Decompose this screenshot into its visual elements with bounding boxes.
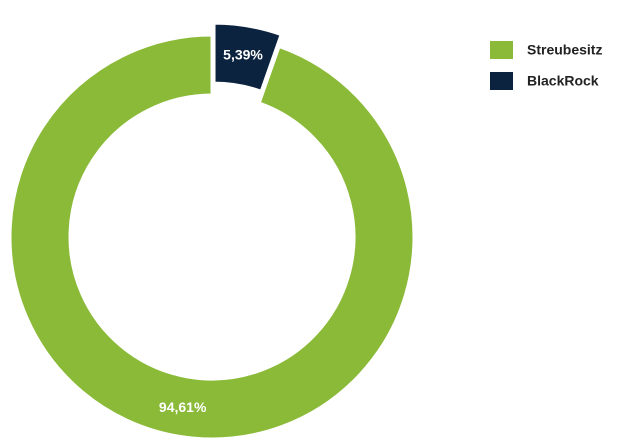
donut-slice [8, 33, 416, 441]
legend-label: Streubesitz [527, 42, 602, 58]
data-label: 5,39% [223, 46, 263, 62]
legend-label: BlackRock [527, 73, 599, 89]
legend-swatch [490, 41, 513, 59]
donut-slice [212, 21, 284, 94]
legend-swatch [490, 72, 513, 90]
data-label: 94,61% [159, 399, 207, 415]
